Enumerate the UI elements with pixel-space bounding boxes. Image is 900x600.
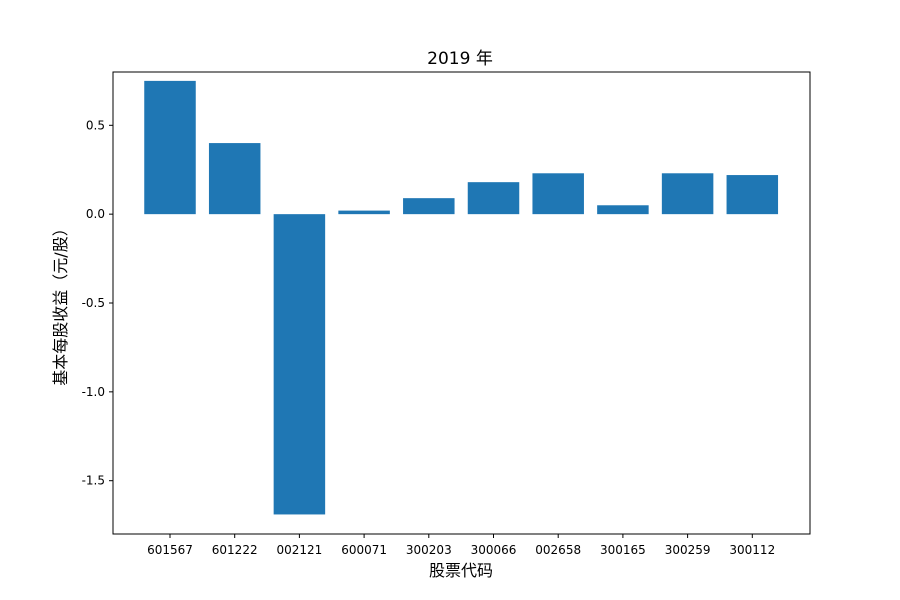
x-axis-ticks: 601567 601222 002121 600071 300203 300066 0026… — [147, 534, 775, 557]
y-tick-label: -0.5 — [82, 296, 105, 310]
x-axis-label: 股票代码 — [429, 561, 493, 580]
bar-300066 — [467, 182, 520, 215]
x-tick-label: 601567 — [147, 543, 193, 557]
x-tick-label: 300203 — [406, 543, 452, 557]
y-tick-label: -1.5 — [82, 474, 105, 488]
x-tick-label: 300066 — [471, 543, 517, 557]
bar-002658 — [532, 173, 584, 215]
bar-300259 — [661, 173, 714, 215]
chart-title: 2019 年 — [427, 49, 493, 69]
y-tick-label: 0.5 — [86, 118, 105, 132]
bars-group — [144, 80, 779, 515]
x-tick-label: 601222 — [212, 543, 258, 557]
bar-300112 — [726, 175, 779, 215]
y-tick-label: 0.0 — [86, 207, 105, 221]
y-axis-ticks: 0.5 0.0 -0.5 -1.0 -1.5 — [82, 118, 113, 488]
y-axis-label: 基本每股收益（元/股） — [51, 220, 70, 385]
bar-002121 — [273, 214, 326, 515]
bar-601567 — [144, 80, 196, 215]
y-tick-label: -1.0 — [82, 385, 105, 399]
x-tick-label: 300112 — [729, 543, 775, 557]
bar-300165 — [597, 205, 649, 215]
x-tick-label: 300165 — [600, 543, 646, 557]
x-tick-label: 002121 — [276, 543, 322, 557]
x-tick-label: 600071 — [341, 543, 387, 557]
x-tick-label: 300259 — [665, 543, 711, 557]
x-tick-label: 002658 — [535, 543, 581, 557]
bar-300203 — [403, 198, 455, 215]
bar-601222 — [208, 143, 261, 215]
bar-600071 — [338, 210, 390, 215]
plot-frame — [112, 71, 811, 535]
